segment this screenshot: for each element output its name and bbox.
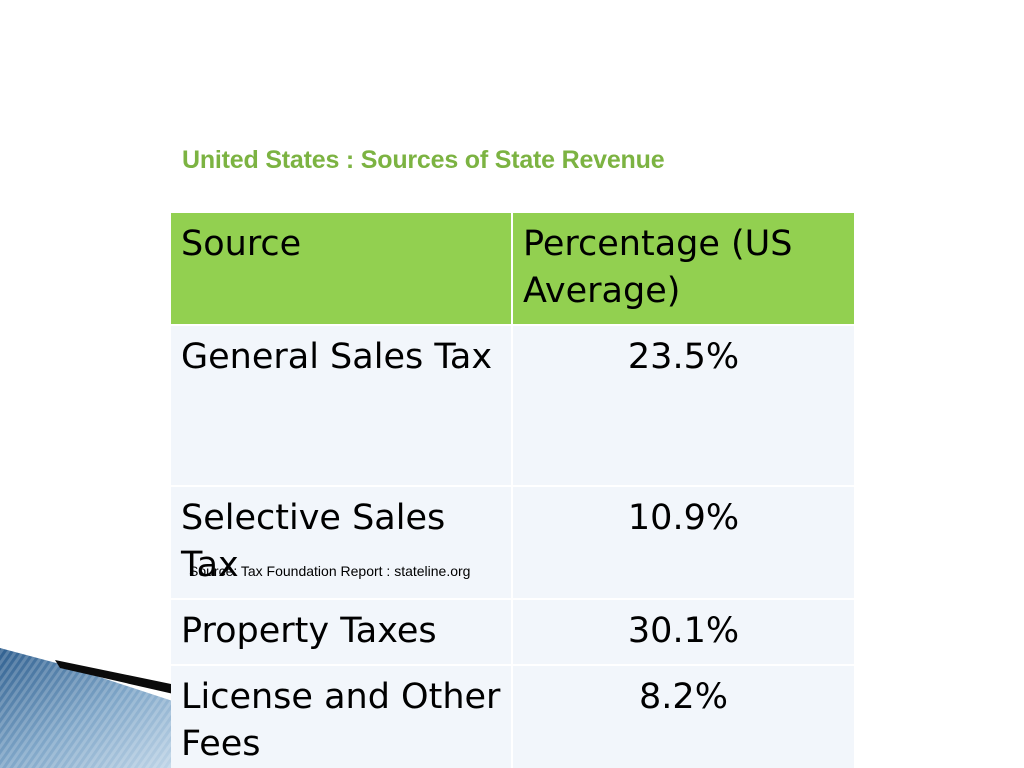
cell-percentage: 8.2% bbox=[512, 665, 854, 768]
cell-percentage: 30.1% bbox=[512, 599, 854, 666]
table-row: Property Taxes 30.1% bbox=[171, 599, 854, 666]
cell-source: Property Taxes bbox=[171, 599, 513, 666]
cell-percentage: 10.9% bbox=[512, 486, 854, 600]
source-citation: Source: Tax Foundation Report : statelin… bbox=[189, 563, 471, 579]
cell-source: License and Other Fees bbox=[171, 665, 513, 768]
cell-source: Selective Sales Tax bbox=[171, 486, 513, 600]
table-header-row: Source Percentage (US Average) bbox=[171, 213, 854, 326]
table-row: License and Other Fees 8.2% bbox=[171, 665, 854, 768]
table-row: General Sales Tax 23.5% bbox=[171, 325, 854, 487]
header-percentage: Percentage (US Average) bbox=[512, 213, 854, 326]
revenue-table: Source Percentage (US Average) General S… bbox=[171, 213, 854, 768]
cell-percentage: 23.5% bbox=[512, 325, 854, 487]
decorative-corner-graphic bbox=[0, 648, 200, 768]
cell-source: General Sales Tax bbox=[171, 325, 513, 487]
slide-title: United States : Sources of State Revenue bbox=[182, 146, 665, 174]
table-row: Selective Sales Tax 10.9% bbox=[171, 486, 854, 600]
header-source: Source bbox=[171, 213, 513, 326]
